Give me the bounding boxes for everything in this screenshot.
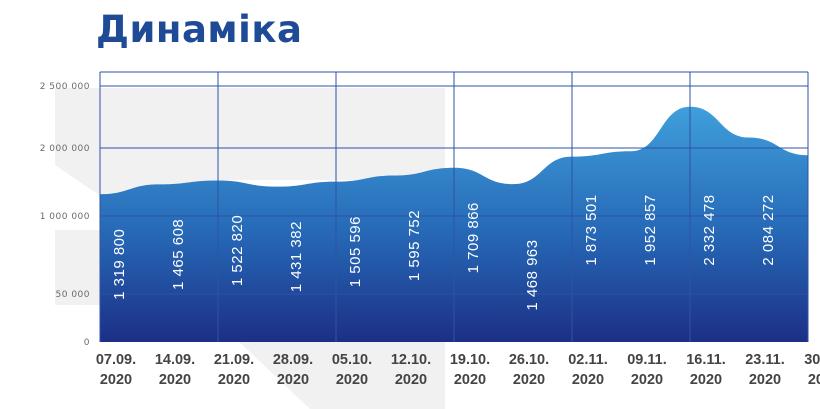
x-tick-label: 12.10. 2020 (391, 352, 431, 388)
y-tick-label: 0 (84, 338, 90, 348)
x-tick-label: 28.09. 2020 (273, 352, 313, 388)
x-tick-label: 30.11.2020 (804, 352, 820, 388)
x-tick-label: 14.09. 2020 (155, 352, 195, 388)
y-tick-label: 1 000 000 (40, 212, 90, 222)
data-value-label: 1 952 857 (642, 194, 659, 265)
x-tick-label: 23.11. 2020 (745, 352, 785, 388)
y-tick-label: 2 000 000 (40, 144, 90, 154)
y-tick-label: 2 500 000 (40, 82, 90, 92)
data-value-label: 1 319 800 (111, 229, 128, 300)
data-value-label: 2 332 478 (701, 194, 718, 265)
chart-title: Динаміка (96, 8, 303, 51)
data-value-label: 1 873 501 (583, 194, 600, 265)
x-tick-label: 26.10. 2020 (509, 352, 549, 388)
x-tick-label: 09.11. 2020 (627, 352, 667, 388)
y-tick-label: 50 000 (56, 290, 91, 300)
x-tick-label: 02.11. 2020 (568, 352, 608, 388)
data-value-label: 1 505 596 (347, 216, 364, 287)
x-tick-label: 07.09. 2020 (96, 352, 136, 388)
data-value-label: 1 522 820 (229, 215, 246, 286)
x-tick-label: 16.11. 2020 (686, 352, 726, 388)
data-value-label: 1 465 608 (170, 219, 187, 290)
data-value-label: 1 468 963 (524, 239, 541, 310)
data-value-label: 1 709 866 (465, 202, 482, 273)
data-value-label: 1 431 382 (288, 221, 305, 292)
data-value-label: 2 084 272 (760, 194, 777, 265)
x-tick-label: 05.10. 2020 (332, 352, 372, 388)
data-value-label: 1 595 752 (406, 210, 423, 281)
x-tick-label: 21.09. 2020 (214, 352, 254, 388)
x-tick-label: 19.10. 2020 (450, 352, 490, 388)
